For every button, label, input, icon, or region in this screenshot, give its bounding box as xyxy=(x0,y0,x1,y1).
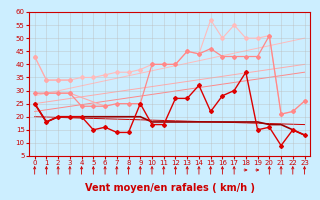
X-axis label: Vent moyen/en rafales ( km/h ): Vent moyen/en rafales ( km/h ) xyxy=(84,183,255,193)
